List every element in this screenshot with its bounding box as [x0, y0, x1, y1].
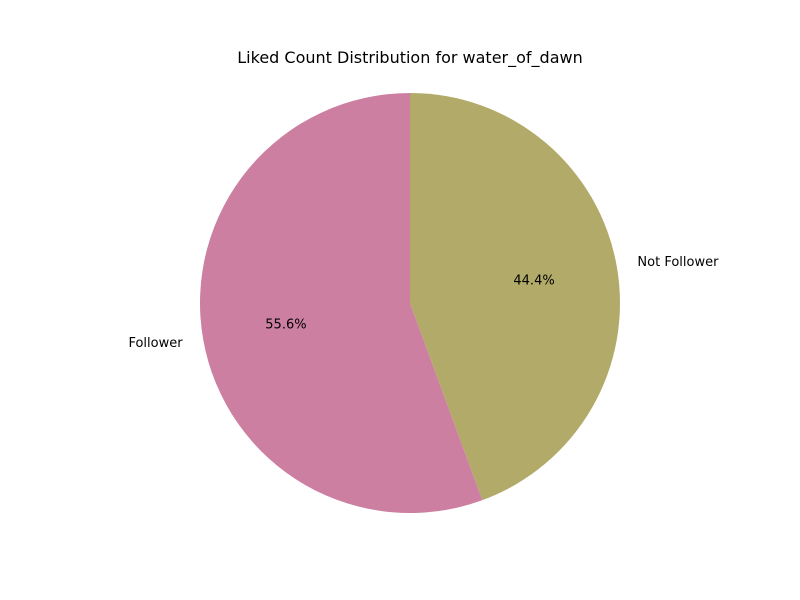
- pie-labels: Follower 55.6% Not Follower 44.4%: [128, 255, 719, 351]
- slice-percent-label: 55.6%: [265, 318, 306, 333]
- pie-slice-follower: [200, 93, 483, 513]
- slice-percent-label: 44.4%: [513, 273, 554, 288]
- slice-label: Follower: [128, 336, 183, 351]
- pie-slices: [200, 93, 620, 513]
- pie-slice-not-follower: [410, 93, 620, 501]
- chart-title: Liked Count Distribution for water_of_da…: [237, 48, 582, 68]
- slice-label: Not Follower: [637, 255, 719, 270]
